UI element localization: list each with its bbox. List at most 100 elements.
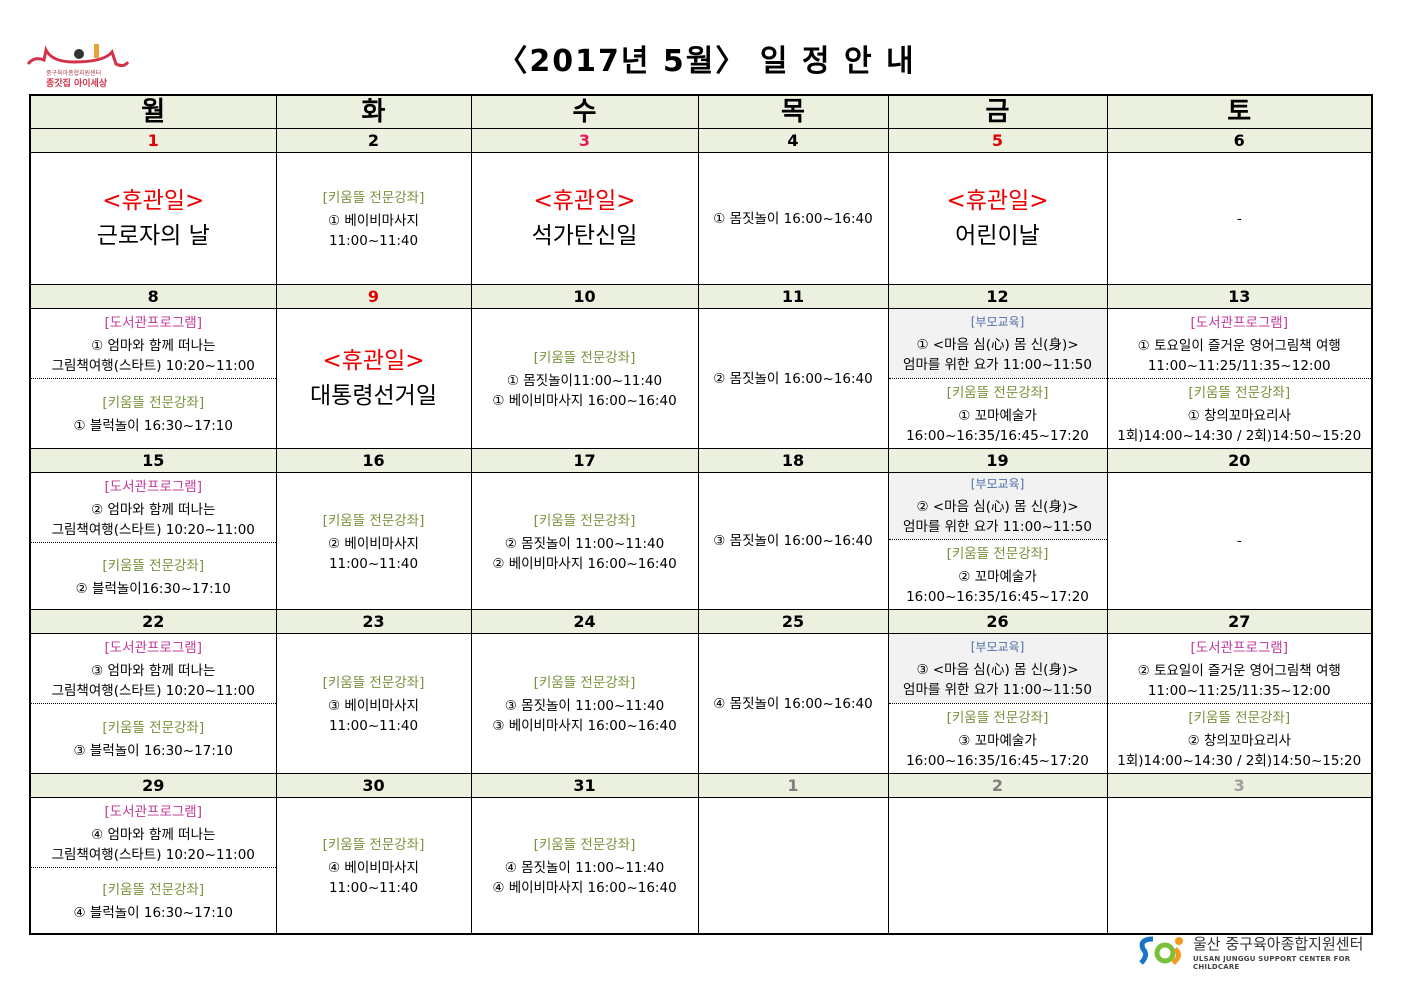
event-section: - bbox=[1108, 153, 1372, 284]
event-line: ④ 베이비마사지 16:00~16:40 bbox=[492, 880, 677, 896]
program-label: [도서관프로그램] bbox=[1190, 315, 1288, 331]
event-line: ④ 몸짓놀이 16:00~16:40 bbox=[713, 695, 873, 712]
event-line: ③ 몸짓놀이 16:00~16:40 bbox=[713, 533, 873, 549]
event-line: ② 토요일이 즐거운 영어그림책 여행 bbox=[1137, 663, 1341, 679]
weekday-header: 목 bbox=[697, 95, 889, 129]
footer-logo: 울산 중구육아종합지원센터 ULSAN JUNGGU SUPPORT CENTE… bbox=[1135, 933, 1375, 971]
event-line: ② 베이비마사지 bbox=[328, 535, 419, 552]
day-cell: [키움뜰 전문강좌] ① 베이비마사지 11:00~11:40 bbox=[275, 152, 472, 285]
scc-logo-icon bbox=[1139, 936, 1183, 965]
day-cell: [키움뜰 전문강좌] ② 베이비마사지 11:00~11:40 bbox=[275, 472, 472, 610]
day-number: 22 bbox=[29, 609, 277, 634]
program-label: [부모교육] bbox=[970, 477, 1025, 491]
event-line: 16:00~16:35/16:45~17:20 bbox=[906, 753, 1089, 769]
event-section: [부모교육] ① <마음 심(心) 몸 신(身)> 엄마를 위한 요가 11:00~… bbox=[888, 309, 1107, 378]
program-label: [키움뜰 전문강좌] bbox=[533, 512, 636, 529]
program-label: [키움뜰 전문강좌] bbox=[1188, 385, 1291, 401]
day-number: 13 bbox=[1106, 284, 1373, 309]
event-section: [키움뜰 전문강좌] ③ 블럭놀이 16:30~17:10 bbox=[31, 703, 276, 773]
event-line: ① 베이비마사지 16:00~16:40 bbox=[492, 393, 677, 409]
event-section: [키움뜰 전문강좌] ② 꼬마예술가 16:00~16:35/16:45~17:20 bbox=[888, 539, 1107, 609]
weekday-header: 토 bbox=[1106, 95, 1373, 129]
day-events: [도서관프로그램] ② 토요일이 즐거운 영어그림책 여행 11:00~11:25/… bbox=[1107, 634, 1371, 773]
day-number: 30 bbox=[275, 773, 472, 798]
program-label: [키움뜰 전문강좌] bbox=[102, 882, 205, 898]
event-section: [도서관프로그램] ① 토요일이 즐거운 영어그림책 여행 11:00~11:25/… bbox=[1108, 309, 1372, 378]
day-cell: [키움뜰 전문강좌] ④ 베이비마사지 11:00~11:40 bbox=[275, 797, 472, 934]
day-number: 4 bbox=[697, 128, 889, 153]
day-events: [부모교육] ② <마음 심(心) 몸 신(身)> 엄마를 위한 요가 11:00~… bbox=[888, 473, 1107, 609]
program-label: [키움뜰 전문강좌] bbox=[322, 837, 425, 853]
logo-graphic bbox=[26, 44, 130, 68]
program-label: [키움뜰 전문강좌] bbox=[322, 512, 425, 529]
day-number: 12 bbox=[887, 284, 1108, 309]
event-line: ② 엄마와 함께 떠나는 bbox=[91, 502, 216, 518]
day-events: ③ 몸짓놀이 16:00~16:40 bbox=[699, 473, 888, 609]
holiday-name: 어린이날 bbox=[955, 222, 1040, 249]
program-label: [키움뜰 전문강좌] bbox=[102, 557, 205, 574]
day-number: 15 bbox=[29, 448, 277, 473]
event-line: 11:00~11:25/11:35~12:00 bbox=[1147, 683, 1331, 699]
event-line: ① 몸짓놀이11:00~11:40 bbox=[506, 373, 663, 389]
day-cell: <휴관일> 근로자의 날 bbox=[29, 152, 277, 285]
event-line: 1회)14:00~14:30 / 2회)14:50~15:20 bbox=[1117, 753, 1362, 769]
day-number: 17 bbox=[470, 448, 699, 473]
day-events: [키움뜰 전문강좌] ① 몸짓놀이11:00~11:40 ① 베이비마사지 16:0… bbox=[472, 309, 698, 448]
program-label: [키움뜰 전문강좌] bbox=[533, 350, 636, 366]
program-label: [도서관프로그램] bbox=[104, 479, 202, 495]
day-cell: [부모교육] ③ <마음 심(心) 몸 신(身)> 엄마를 위한 요가 11:00~… bbox=[887, 633, 1108, 774]
day-number: 3 bbox=[1106, 773, 1373, 798]
day-cell: [키움뜰 전문강좌] ② 몸짓놀이 11:00~11:40 ② 베이비마사지 16:… bbox=[470, 472, 699, 610]
holiday-name: 대통령선거일 bbox=[310, 382, 437, 409]
day-number: 23 bbox=[275, 609, 472, 634]
date-row: 29 30 31 1 2 3 bbox=[29, 773, 1373, 798]
day-events: [부모교육] ③ <마음 심(心) 몸 신(身)> 엄마를 위한 요가 11:00~… bbox=[888, 634, 1107, 773]
event-line: 그림책여행(스타트) 10:20~11:00 bbox=[51, 683, 255, 699]
day-events: [도서관프로그램] ④ 엄마와 함께 떠나는 그림책여행(스타트) 10:20~11… bbox=[31, 798, 276, 933]
event-line: - bbox=[1236, 533, 1242, 549]
event-section: [키움뜰 전문강좌] ③ 베이비마사지 11:00~11:40 bbox=[277, 634, 471, 773]
event-section: [키움뜰 전문강좌] ③ 꼬마예술가 16:00~16:35/16:45~17:20 bbox=[888, 703, 1107, 773]
day-number: 19 bbox=[887, 448, 1108, 473]
event-line: ③ 블럭놀이 16:30~17:10 bbox=[73, 743, 234, 759]
event-section: [키움뜰 전문강좌] ④ 블럭놀이 16:30~17:10 bbox=[31, 867, 276, 933]
event-section: [키움뜰 전문강좌] ① 블럭놀이 16:30~17:10 bbox=[31, 378, 276, 448]
day-cell: [키움뜰 전문강좌] ① 몸짓놀이11:00~11:40 ① 베이비마사지 16:0… bbox=[470, 308, 699, 449]
day-cell: [도서관프로그램] ② 토요일이 즐거운 영어그림책 여행 11:00~11:25/… bbox=[1106, 633, 1373, 774]
event-section: [키움뜰 전문강좌] ① 몸짓놀이11:00~11:40 ① 베이비마사지 16:0… bbox=[472, 309, 698, 448]
event-line: ① 꼬마예술가 bbox=[958, 408, 1037, 424]
day-events: [키움뜰 전문강좌] ③ 몸짓놀이 11:00~11:40 ③ 베이비마사지 16:… bbox=[472, 634, 698, 773]
day-events: [도서관프로그램] ① 토요일이 즐거운 영어그림책 여행 11:00~11:25/… bbox=[1107, 309, 1372, 448]
event-line: 그림책여행(스타트) 10:20~11:00 bbox=[51, 522, 255, 538]
event-section: [부모교육] ③ <마음 심(心) 몸 신(身)> 엄마를 위한 요가 11:00~… bbox=[888, 634, 1107, 703]
event-line: 11:00~11:40 bbox=[328, 718, 419, 734]
event-line: ③ <마음 심(心) 몸 신(身)> bbox=[916, 661, 1079, 678]
event-section: [도서관프로그램] ④ 엄마와 함께 떠나는 그림책여행(스타트) 10:20~11… bbox=[31, 798, 276, 867]
program-label: [도서관프로그램] bbox=[104, 804, 202, 820]
event-line: 16:00~16:35/16:45~17:20 bbox=[906, 589, 1089, 605]
event-line: 1회)14:00~14:30 / 2회)14:50~15:20 bbox=[1117, 428, 1362, 444]
holiday-tag: <휴관일> bbox=[946, 187, 1049, 214]
footer-korean-name: 울산 중구육아종합지원센터 bbox=[1193, 935, 1364, 953]
event-line: 그림책여행(스타트) 10:20~11:00 bbox=[51, 847, 255, 863]
event-section: [도서관프로그램] ① 엄마와 함께 떠나는 그림책여행(스타트) 10:20~11… bbox=[31, 309, 276, 378]
day-number: 1 bbox=[29, 128, 277, 153]
day-cell: ③ 몸짓놀이 16:00~16:40 bbox=[697, 472, 889, 610]
event-section: [키움뜰 전문강좌] ② 몸짓놀이 11:00~11:40 ② 베이비마사지 16:… bbox=[472, 473, 698, 609]
event-line: 11:00~11:40 bbox=[328, 880, 419, 896]
event-section: [키움뜰 전문강좌] ④ 베이비마사지 11:00~11:40 bbox=[277, 798, 471, 933]
day-number: 2 bbox=[887, 773, 1108, 798]
event-line: ① 토요일이 즐거운 영어그림책 여행 bbox=[1137, 338, 1341, 354]
day-number: 1 bbox=[697, 773, 889, 798]
event-line: 그림책여행(스타트) 10:20~11:00 bbox=[51, 358, 255, 374]
content-row: <휴관일> 근로자의 날 [키움뜰 전문강좌] ① 베이비마사지 11:00~11:40… bbox=[29, 152, 1373, 285]
day-cell bbox=[1106, 797, 1373, 934]
day-cell: [도서관프로그램] ③ 엄마와 함께 떠나는 그림책여행(스타트) 10:20~11… bbox=[29, 633, 277, 774]
day-number: 31 bbox=[470, 773, 699, 798]
day-cell: [도서관프로그램] ① 엄마와 함께 떠나는 그림책여행(스타트) 10:20~11… bbox=[29, 308, 277, 449]
day-events: [키움뜰 전문강좌] ② 베이비마사지 11:00~11:40 bbox=[277, 473, 471, 609]
program-label: [키움뜰 전문강좌] bbox=[102, 720, 205, 736]
day-number: 25 bbox=[697, 609, 889, 634]
program-label: [부모교육] bbox=[970, 314, 1025, 329]
